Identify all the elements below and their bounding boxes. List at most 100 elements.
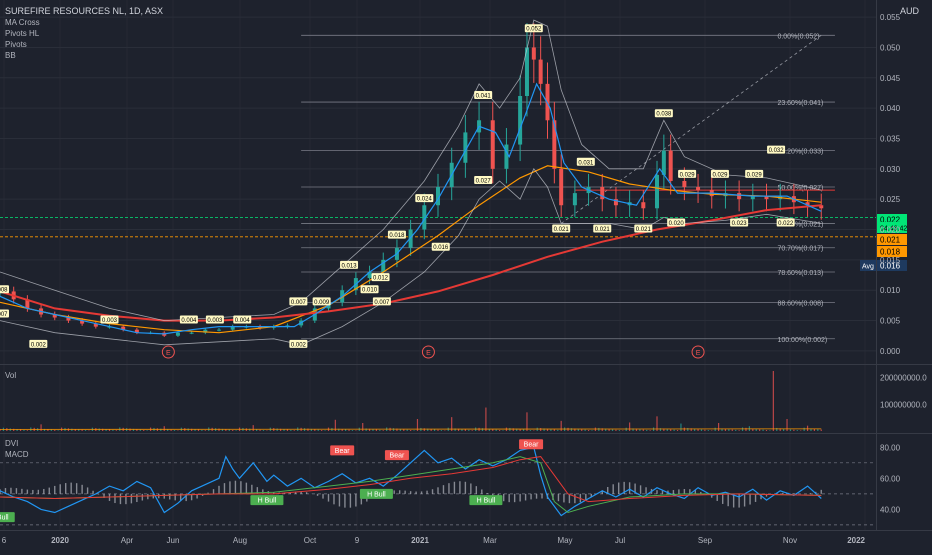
candle-body — [491, 120, 495, 169]
candle-body — [737, 193, 741, 199]
macd-histogram-bar — [656, 490, 657, 494]
time-tick-label: Nov — [783, 536, 797, 545]
volume-bar — [40, 424, 41, 431]
fib-level-label: 100.00%(0.002) — [777, 337, 827, 344]
pivot-label: 0.022 — [778, 221, 794, 227]
pivot-label: 0.010 — [362, 288, 378, 294]
macd-histogram-bar — [10, 488, 11, 494]
macd-histogram-bar — [350, 494, 351, 508]
candle-body — [217, 330, 221, 331]
bull-signal-label: H Bull — [258, 498, 277, 505]
volume-bar — [140, 430, 141, 431]
macd-histogram-bar — [448, 483, 449, 494]
macd-histogram-bar — [394, 490, 395, 493]
price-tick-label: 0.005 — [880, 317, 901, 326]
pivot-label: 0.003 — [207, 318, 223, 324]
time-tick-label: 9 — [355, 536, 360, 545]
macd-histogram-bar — [32, 490, 33, 494]
volume-bar — [147, 430, 148, 431]
volume-bar — [229, 430, 230, 431]
macd-histogram-bar — [514, 494, 515, 502]
macd-histogram-bar — [738, 494, 739, 508]
macd-histogram-bar — [213, 489, 214, 494]
indicator-label-bb[interactable]: BB — [5, 51, 16, 60]
indicator-label-pivots[interactable]: Pivots — [5, 40, 27, 49]
volume-bar — [581, 429, 582, 431]
macd-histogram-bar — [432, 489, 433, 494]
volume-bar — [424, 428, 425, 431]
macd-histogram-bar — [235, 481, 236, 494]
volume-bar — [622, 430, 623, 431]
macd-histogram-bar — [437, 487, 438, 494]
price-tick-label: 0.020 — [880, 226, 901, 235]
chart-title: SUREFIRE RESOURCES NL, 1D, ASX — [5, 6, 163, 16]
macd-histogram-bar — [678, 489, 679, 493]
candle-body — [532, 47, 536, 59]
volume-bar — [762, 430, 763, 431]
currency-label[interactable]: AUD — [900, 6, 920, 16]
volume-bar — [441, 430, 442, 431]
candle-body — [669, 151, 673, 181]
volume-bar — [715, 428, 716, 431]
macd-histogram-bar — [684, 489, 685, 494]
volume-bar — [393, 428, 394, 431]
volume-bar — [718, 423, 719, 431]
macd-histogram-bar — [574, 494, 575, 503]
volume-bar — [383, 430, 384, 431]
macd-histogram-bar — [317, 494, 318, 496]
macd-histogram-bar — [246, 483, 247, 494]
volume-bar — [526, 412, 527, 431]
volume-bar — [677, 430, 678, 431]
volume-bar — [807, 426, 808, 431]
volume-bar — [352, 430, 353, 431]
volume-bar — [680, 424, 681, 431]
macd-histogram-bar — [87, 487, 88, 493]
candle-body — [559, 169, 563, 205]
pivot-label: 0.016 — [433, 245, 449, 251]
pivot-label: 0.002 — [31, 342, 47, 348]
volume-bar — [585, 430, 586, 431]
pivot-label: 0.007 — [291, 300, 307, 306]
pivot-label: 0.002 — [291, 342, 307, 348]
macd-histogram-bar — [645, 487, 646, 494]
volume-bar — [687, 428, 688, 431]
time-tick-label: Aug — [233, 536, 247, 545]
price-tick-label: 0.030 — [880, 165, 901, 174]
volume-bar — [177, 430, 178, 431]
price-tick-label: 0.000 — [880, 347, 901, 356]
pivot-label: 0.023 — [732, 221, 748, 227]
fib-level-label: 78.60%(0.013) — [777, 270, 823, 277]
volume-bar — [639, 429, 640, 431]
volume-bar — [236, 430, 237, 431]
volume-bar — [793, 430, 794, 431]
candle-body — [696, 187, 700, 190]
volume-bar — [324, 430, 325, 431]
indicator-label-pivots-hl[interactable]: Pivots HL — [5, 29, 40, 38]
volume-bar — [85, 430, 86, 431]
candle-body — [573, 193, 577, 205]
volume-bar — [817, 429, 818, 431]
macd-histogram-bar — [142, 494, 143, 501]
volume-bar — [735, 430, 736, 431]
macd-histogram-bar — [525, 494, 526, 501]
price-tick-label: 0.050 — [880, 43, 901, 52]
volume-bar — [739, 430, 740, 431]
macd-histogram-bar — [120, 494, 121, 504]
macd-histogram-bar — [421, 491, 422, 493]
volume-bar — [290, 430, 291, 431]
volume-bar — [523, 429, 524, 431]
time-tick-label: Jul — [615, 536, 625, 545]
volume-bar — [797, 430, 798, 431]
indicator-label-ma-cross[interactable]: MA Cross — [5, 18, 40, 27]
volume-bar — [650, 430, 651, 431]
pivot-label: 0.013 — [342, 263, 358, 269]
macd-histogram-bar — [519, 494, 520, 502]
fib-level-label: 23.60%(0.041) — [777, 100, 823, 107]
macd-histogram-bar — [755, 494, 756, 502]
macd-histogram-bar — [399, 490, 400, 494]
bear-signal-label: Bear — [390, 453, 405, 460]
macd-histogram-bar — [558, 494, 559, 501]
price-tag-label: 0.021 — [880, 236, 901, 245]
volume-bar — [492, 429, 493, 431]
